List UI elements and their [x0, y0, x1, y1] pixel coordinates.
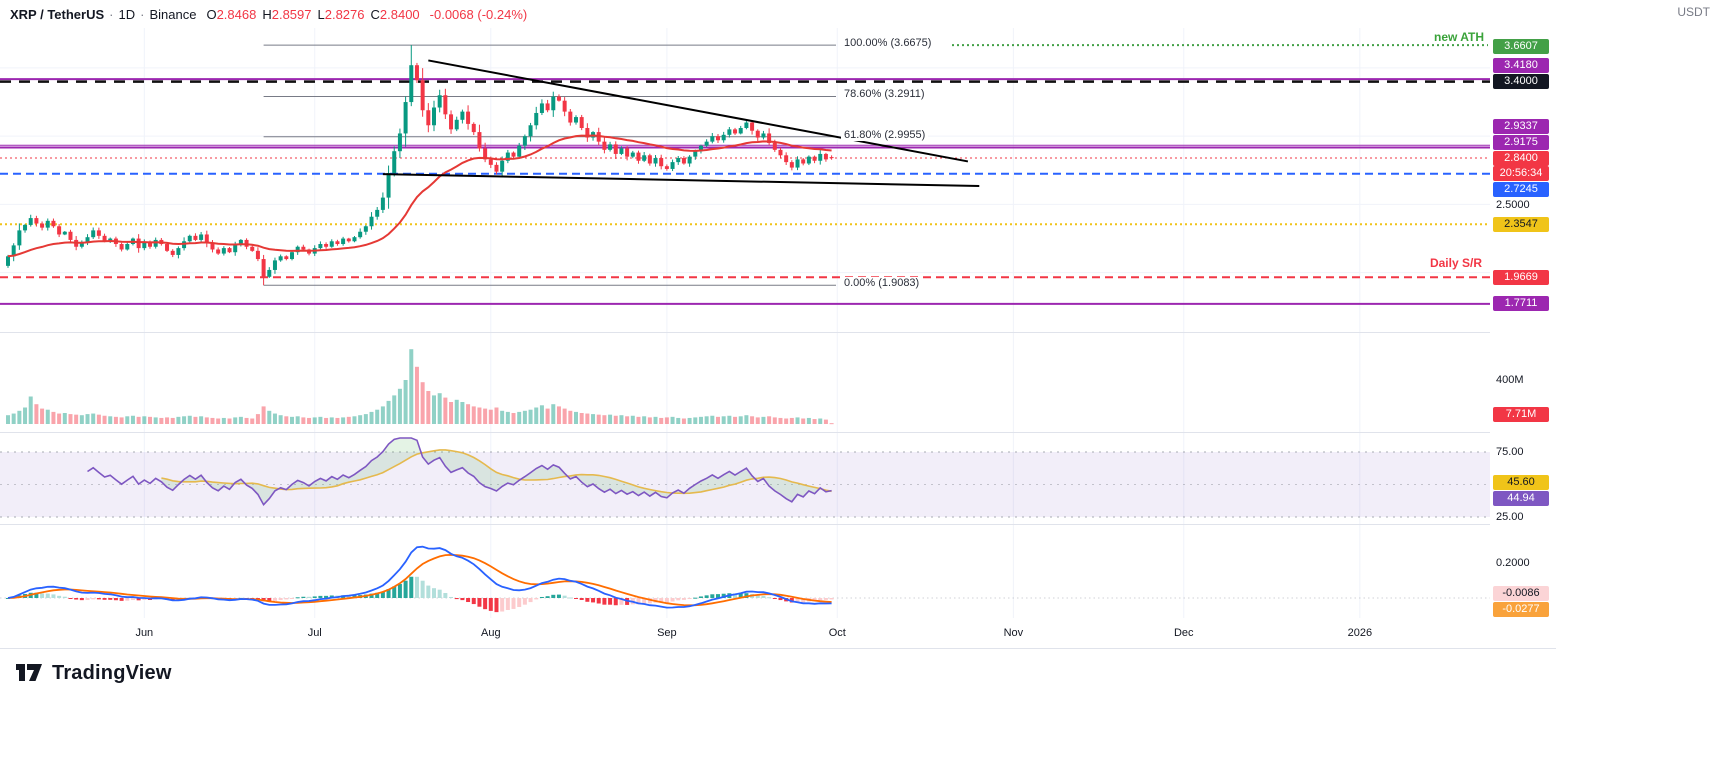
price-label: 2.8400	[1493, 150, 1549, 166]
brand-name[interactable]: TradingView	[52, 661, 172, 684]
rsi-series	[87, 437, 832, 507]
low-label: L	[317, 6, 325, 22]
quote-currency-button[interactable]: USDT	[1677, 5, 1710, 19]
price-scale[interactable]: 3.6607 3.4180 3.4000 2.9337 2.9175 2.8400 20:5…	[1490, 28, 1560, 648]
footer: TradingView	[14, 660, 172, 686]
volume-value-badge: 7.71M	[1493, 406, 1549, 422]
month-label-jul: Jul	[307, 627, 322, 639]
price-label: 2.9175	[1493, 134, 1549, 150]
rsi-scale-label: 25.00	[1496, 510, 1524, 523]
macd-series	[6, 545, 834, 613]
macd-value-badge: -0.0086	[1493, 585, 1549, 601]
rsi-value-badge: 45.60	[1493, 475, 1549, 491]
price-levels[interactable]	[0, 44, 1490, 305]
volume-series	[6, 349, 834, 425]
price-label: 2.7245	[1493, 181, 1549, 197]
price-label: 3.4000	[1493, 74, 1549, 90]
open-value: 2.8468	[216, 6, 257, 22]
time-axis[interactable]: Jun Jul Aug Sep Oct Nov Dec 2026	[0, 618, 1490, 648]
separator: ·	[109, 6, 114, 22]
rsi-scale-label: 75.00	[1496, 445, 1524, 458]
price-label: 2.9337	[1493, 118, 1549, 134]
low-value: 2.8276	[324, 6, 365, 22]
high-label: H	[262, 6, 272, 22]
price-label: 3.6607	[1493, 38, 1549, 54]
open-label: O	[206, 6, 217, 22]
macd-value-badge: -0.0277	[1493, 601, 1549, 617]
chart-canvas[interactable]	[0, 0, 1722, 660]
price-label: 3.4180	[1493, 58, 1549, 74]
month-label-nov: Nov	[1003, 627, 1024, 639]
trendlines[interactable]	[382, 59, 980, 188]
price-label: 1.9669	[1493, 269, 1549, 285]
month-label-2026: 2026	[1347, 627, 1373, 639]
high-value: 2.8597	[271, 6, 312, 22]
symbol-header: XRP / TetherUS · 1D · Binance O 2.8468 H…	[0, 0, 1722, 28]
tradingview-logo[interactable]	[14, 660, 44, 686]
month-label-aug: Aug	[481, 627, 501, 639]
ma-line	[7, 134, 832, 258]
change-value: -0.0068 (-0.24%)	[429, 6, 528, 22]
pane-separators	[0, 28, 1556, 649]
close-label: C	[370, 6, 380, 22]
fib-retracement[interactable]	[263, 44, 836, 286]
interval-label[interactable]: 1D	[118, 6, 136, 22]
exchange-label[interactable]: Binance	[149, 6, 197, 22]
macd-scale-label: 0.2000	[1496, 556, 1530, 569]
gridlines	[0, 28, 1490, 618]
rsi-band	[0, 451, 1490, 599]
price-label: 1.7711	[1493, 296, 1549, 312]
month-label-oct: Oct	[828, 627, 846, 639]
close-value: 2.8400	[379, 6, 420, 22]
separator: ·	[140, 6, 145, 22]
month-label-dec: Dec	[1173, 627, 1194, 639]
volume-scale-label: 400M	[1496, 373, 1524, 386]
price-label: 2.5000	[1496, 198, 1530, 211]
rsi-value-badge: 44.94	[1493, 491, 1549, 507]
price-label: 2.3547	[1493, 216, 1549, 232]
countdown-label: 20:56:34	[1493, 165, 1549, 181]
month-label-jun: Jun	[135, 627, 154, 639]
symbol-name[interactable]: XRP / TetherUS	[10, 6, 105, 22]
month-label-sep: Sep	[657, 627, 677, 639]
